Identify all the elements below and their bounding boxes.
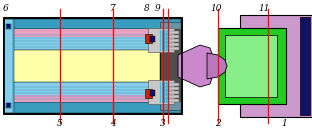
Bar <box>163 35 179 38</box>
Bar <box>300 17 310 115</box>
Bar <box>4 18 182 114</box>
Bar <box>5 50 160 82</box>
Bar <box>148 80 174 104</box>
Bar <box>5 102 181 113</box>
Bar <box>163 83 179 86</box>
Bar <box>163 87 179 90</box>
Polygon shape <box>207 53 227 79</box>
Bar <box>163 39 179 42</box>
Bar <box>160 22 182 110</box>
Text: 8: 8 <box>144 4 150 13</box>
Bar <box>7 24 10 28</box>
Bar <box>163 91 179 94</box>
Text: 11: 11 <box>258 4 270 13</box>
Bar <box>6 103 11 108</box>
Bar <box>4 18 182 114</box>
Bar <box>5 29 160 37</box>
Bar <box>163 99 179 102</box>
Text: 5: 5 <box>57 119 63 128</box>
Bar <box>7 103 10 107</box>
Bar <box>148 28 174 52</box>
Text: 4: 4 <box>110 119 116 128</box>
Bar <box>5 20 12 112</box>
Text: 1: 1 <box>281 119 287 128</box>
Polygon shape <box>178 45 216 87</box>
Bar <box>5 82 160 102</box>
Bar <box>240 15 312 117</box>
Bar <box>5 19 181 29</box>
Bar <box>4 19 14 113</box>
Text: 3: 3 <box>160 119 166 128</box>
Bar <box>218 28 286 104</box>
Text: 7: 7 <box>110 4 116 13</box>
Text: 2: 2 <box>215 119 221 128</box>
Bar <box>6 24 11 29</box>
Bar <box>225 35 277 97</box>
Text: 10: 10 <box>210 4 222 13</box>
Bar <box>5 95 160 102</box>
Text: 9: 9 <box>155 4 161 13</box>
Bar <box>5 29 160 50</box>
Bar <box>150 90 155 96</box>
Bar <box>163 95 179 98</box>
Bar <box>145 34 152 43</box>
Bar <box>163 43 179 46</box>
Bar <box>150 36 155 42</box>
Bar <box>163 47 179 50</box>
Bar <box>163 31 179 34</box>
Bar <box>145 89 152 98</box>
Text: 6: 6 <box>3 4 9 13</box>
